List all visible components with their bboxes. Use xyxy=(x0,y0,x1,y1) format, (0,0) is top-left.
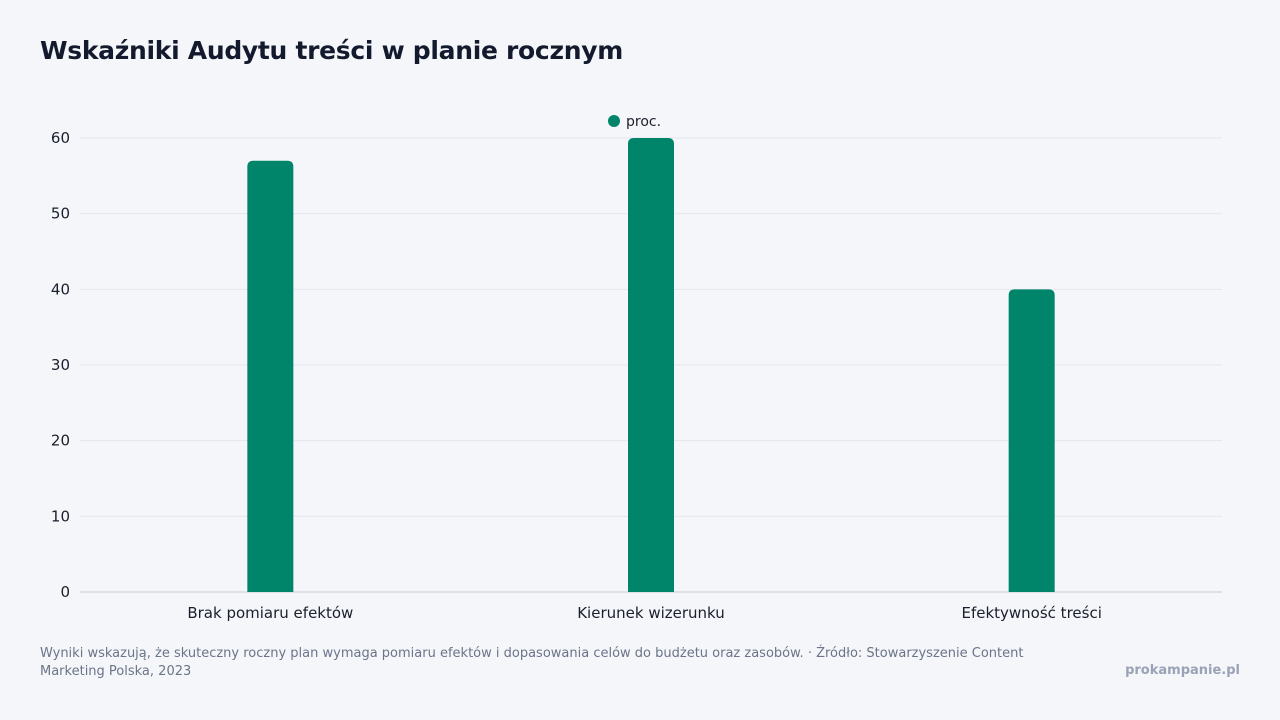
brand-label: prokampanie.pl xyxy=(1125,663,1240,678)
y-tick-label: 50 xyxy=(51,205,70,223)
x-tick-label: Efektywność treści xyxy=(961,604,1101,622)
y-tick-label: 40 xyxy=(51,280,70,298)
legend-label: proc. xyxy=(626,114,661,130)
y-tick-label: 30 xyxy=(51,356,70,374)
y-tick-label: 0 xyxy=(60,583,70,601)
legend-marker xyxy=(608,115,620,127)
y-tick-label: 10 xyxy=(51,507,70,525)
tick-labels: 0 10 20 30 40 50 60 Brak pomiaru efektów Kierune… xyxy=(51,129,1102,622)
y-tick-label: 60 xyxy=(51,129,70,147)
bars xyxy=(247,138,1055,592)
legend: proc. xyxy=(608,114,661,130)
footer-note: Wyniki wskazują, że skuteczny roczny pla… xyxy=(40,646,1024,679)
bar xyxy=(1008,289,1055,592)
x-tick-label: Kierunek wizerunku xyxy=(577,604,725,622)
bar xyxy=(628,138,674,592)
x-tick-label: Brak pomiaru efektów xyxy=(187,604,353,622)
chart-title: Wskaźniki Audytu treści w planie rocznym xyxy=(40,36,623,65)
bar xyxy=(247,160,294,592)
y-tick-label: 20 xyxy=(51,432,70,450)
